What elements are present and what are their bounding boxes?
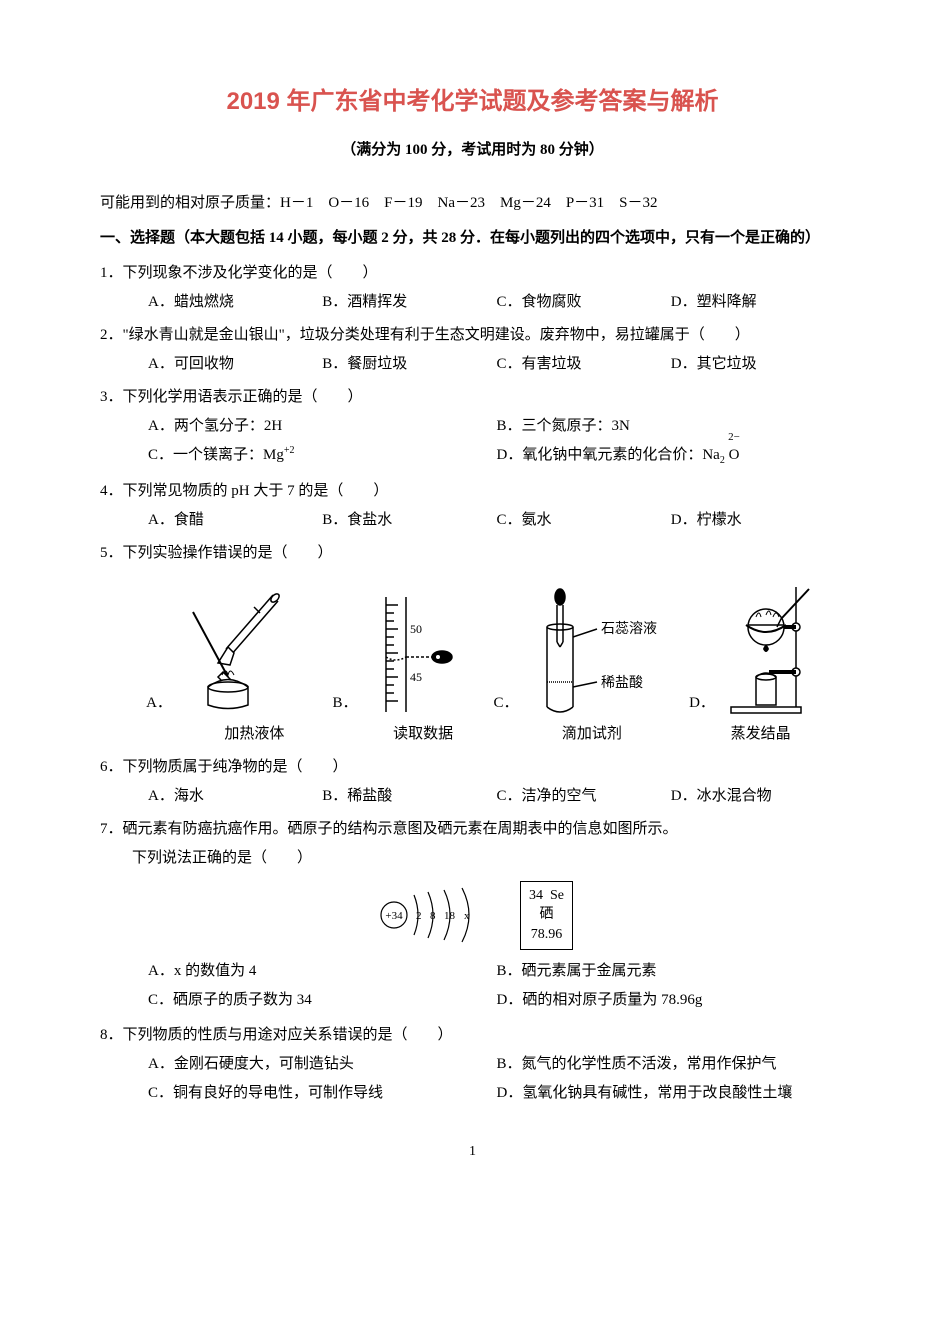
q6-opt-d: D．冰水混合物 (671, 783, 845, 810)
q3-d-valence: 2− O (729, 442, 740, 469)
q6-opt-c: C．洁净的空气 (497, 783, 671, 810)
element-name: 硒 (529, 905, 564, 925)
atom-structure-icon: +34 2 8 18 x (372, 880, 502, 950)
q7-stem-1: 7．硒元素有防癌抗癌作用。硒原子的结构示意图及硒元素在周期表中的信息如图所示。 (100, 816, 845, 843)
q3-stem: 3．下列化学用语表示正确的是（ ） (100, 384, 845, 411)
question-5: 5．下列实验操作错误的是（ ） A． (100, 540, 845, 748)
q5-label-d: D． (689, 690, 715, 717)
question-2: 2．"绿水青山就是金山银山"，垃圾分类处理有利于生态文明建设。废弃物中，易拉罐属… (100, 322, 845, 378)
svg-text:2: 2 (416, 910, 422, 922)
q6-opt-a: A．海水 (148, 783, 322, 810)
q3-d-valence-top: 2− (728, 428, 740, 448)
question-8: 8．下列物质的性质与用途对应关系错误的是（ ） A．金刚石硬度大，可制造钻头 B… (100, 1022, 845, 1109)
q7-opt-b: B．硒元素属于金属元素 (497, 958, 846, 985)
q5-fig-c: C． 石蕊溶液 (494, 587, 664, 717)
q1-opt-d: D．塑料降解 (671, 289, 845, 316)
q8-opt-a: A．金刚石硬度大，可制造钻头 (148, 1051, 497, 1078)
question-4: 4．下列常见物质的 pH 大于 7 的是（ ） A．食醋 B．食盐水 C．氨水 … (100, 478, 845, 534)
q3-c-sup: +2 (284, 445, 295, 456)
svg-text:x: x (464, 910, 470, 922)
q3-d-pre: D．氧化钠中氧元素的化合价：Na (497, 447, 720, 463)
element-mass: 78.96 (529, 925, 564, 945)
heating-liquid-icon (178, 587, 288, 717)
svg-text:45: 45 (410, 670, 422, 684)
evaporation-icon (721, 577, 831, 717)
q7-opt-d: D．硒的相对原子质量为 78.96g (497, 987, 846, 1014)
q4-stem: 4．下列常见物质的 pH 大于 7 的是（ ） (100, 478, 845, 505)
reading-data-icon: 50 45 (364, 587, 464, 717)
svg-text:石蕊溶液: 石蕊溶液 (601, 621, 657, 637)
dropper-icon: 石蕊溶液 稀盐酸 (525, 587, 665, 717)
q3-opt-a: A．两个氢分子：2H (148, 413, 497, 440)
q4-opt-a: A．食醋 (148, 507, 322, 534)
svg-text:50: 50 (410, 622, 422, 636)
page-number: 1 (100, 1139, 845, 1164)
svg-text:8: 8 (430, 910, 436, 922)
q7-opt-c: C．硒原子的质子数为 34 (148, 987, 497, 1014)
q1-opt-a: A．蜡烛燃烧 (148, 289, 322, 316)
question-1: 1．下列现象不涉及化学变化的是（ ） A．蜡烛燃烧 B．酒精挥发 C．食物腐败 … (100, 260, 845, 316)
q1-stem: 1．下列现象不涉及化学变化的是（ ） (100, 260, 845, 287)
q4-opt-b: B．食盐水 (322, 507, 496, 534)
element-number: 34 (529, 888, 543, 903)
q5-fig-d: D． (675, 577, 845, 717)
question-7: 7．硒元素有防癌抗癌作用。硒原子的结构示意图及硒元素在周期表中的信息如图所示。 … (100, 816, 845, 1016)
element-symbol: Se (550, 888, 564, 903)
q6-stem: 6．下列物质属于纯净物的是（ ） (100, 754, 845, 781)
q5-caption-b: 读取数据 (339, 721, 508, 748)
q5-caption-a: 加热液体 (170, 721, 339, 748)
q4-opt-d: D．柠檬水 (671, 507, 845, 534)
svg-text:+34: +34 (385, 910, 403, 922)
q3-opt-b: B．三个氮原子：3N (497, 413, 846, 440)
q6-opt-b: B．稀盐酸 (322, 783, 496, 810)
atomic-mass-line: 可能用到的相对原子质量：H－1 O－16 F－19 Na－23 Mg－24 P－… (100, 190, 845, 217)
q3-d-valence-base: O (729, 447, 740, 463)
q5-label-c: C． (494, 690, 519, 717)
page-title: 2019 年广东省中考化学试题及参考答案与解析 (100, 80, 845, 123)
svg-text:稀盐酸: 稀盐酸 (601, 675, 643, 691)
q8-opt-b: B．氮气的化学性质不活泼，常用作保护气 (497, 1051, 846, 1078)
q5-label-b: B． (332, 690, 357, 717)
q5-caption-c: 滴加试剂 (508, 721, 677, 748)
q3-c-pre: C．一个镁离子：Mg (148, 447, 284, 463)
section-1-header: 一、选择题（本大题包括 14 小题，每小题 2 分，共 28 分．在每小题列出的… (100, 225, 845, 252)
q5-caption-d: 蒸发结晶 (676, 721, 845, 748)
q3-opt-c: C．一个镁离子：Mg+2 (148, 442, 497, 470)
q5-fig-a: A． (132, 587, 302, 717)
q2-opt-d: D．其它垃圾 (671, 351, 845, 378)
q7-stem-2: 下列说法正确的是（ ） (100, 845, 845, 872)
svg-text:18: 18 (444, 910, 456, 922)
page-subtitle: （满分为 100 分，考试用时为 80 分钟） (100, 137, 845, 164)
q8-opt-d: D．氢氧化钠具有碱性，常用于改良酸性土壤 (497, 1080, 846, 1107)
q1-opt-b: B．酒精挥发 (322, 289, 496, 316)
q8-stem: 8．下列物质的性质与用途对应关系错误的是（ ） (100, 1022, 845, 1049)
q2-opt-b: B．餐厨垃圾 (322, 351, 496, 378)
q2-opt-c: C．有害垃圾 (497, 351, 671, 378)
q4-opt-c: C．氨水 (497, 507, 671, 534)
q8-opt-c: C．铜有良好的导电性，可制作导线 (148, 1080, 497, 1107)
q5-stem: 5．下列实验操作错误的是（ ） (100, 540, 845, 567)
q5-label-a: A． (146, 690, 172, 717)
q2-opt-a: A．可回收物 (148, 351, 322, 378)
q3-opt-d: D．氧化钠中氧元素的化合价：Na2 2− O (497, 442, 846, 470)
q3-d-sub: 2 (720, 455, 725, 466)
question-3: 3．下列化学用语表示正确的是（ ） A．两个氢分子：2H B．三个氮原子：3N … (100, 384, 845, 472)
q1-opt-c: C．食物腐败 (497, 289, 671, 316)
q2-stem: 2．"绿水青山就是金山银山"，垃圾分类处理有利于生态文明建设。废弃物中，易拉罐属… (100, 322, 845, 349)
q7-opt-a: A．x 的数值为 4 (148, 958, 497, 985)
question-6: 6．下列物质属于纯净物的是（ ） A．海水 B．稀盐酸 C．洁净的空气 D．冰水… (100, 754, 845, 810)
element-info-box: 34 Se 硒 78.96 (520, 881, 573, 950)
q5-fig-b: B． (313, 587, 483, 717)
